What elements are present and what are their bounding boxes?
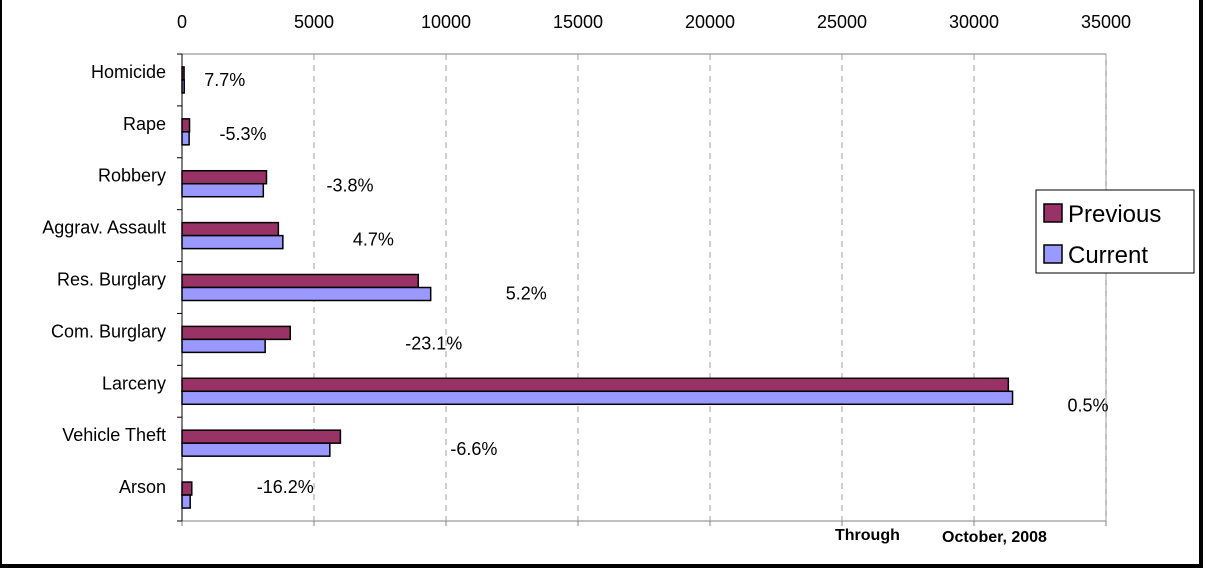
bar-current — [181, 442, 331, 457]
category-label: Homicide — [91, 62, 166, 82]
change-labels: 7.7% -5.3% -3.8% 4.7% 5.2% -23.1% 0.5% -6.6% -16… — [204, 70, 1108, 497]
bar-previous — [181, 325, 291, 341]
legend-label-current: Current — [1068, 242, 1148, 269]
x-axis-tick-labels: 0 5000 10000 15000 20000 25000 30000 35000 — [177, 12, 1131, 32]
bar-previous — [181, 169, 268, 185]
legend-swatch-previous — [1043, 203, 1063, 223]
legend: Previous Current — [1035, 189, 1195, 274]
x-tick-label: 0 — [177, 12, 187, 32]
bar-current — [181, 131, 190, 146]
legend-label-previous: Previous — [1068, 201, 1161, 228]
gridlines — [177, 53, 1107, 526]
change-label: -23.1% — [405, 333, 462, 353]
change-label: 5.2% — [506, 284, 547, 304]
bar-previous — [181, 481, 193, 496]
change-label: -5.3% — [220, 124, 267, 144]
change-label: 4.7% — [353, 230, 394, 250]
change-label: -16.2% — [257, 477, 314, 497]
change-label: 7.7% — [204, 70, 245, 90]
category-label: Res. Burglary — [57, 270, 166, 290]
x-tick-label: 10000 — [421, 12, 471, 32]
x-tick-label: 15000 — [553, 12, 603, 32]
x-tick-label: 30000 — [949, 12, 999, 32]
category-label: Rape — [123, 114, 166, 134]
bar-current — [181, 234, 284, 250]
change-label: -3.8% — [326, 176, 373, 196]
category-label: Arson — [119, 477, 166, 497]
change-label: -6.6% — [450, 439, 497, 459]
bar-current — [181, 390, 1014, 406]
annotation-date: October, 2008 — [942, 529, 1047, 546]
category-label: Vehicle Theft — [62, 425, 166, 445]
x-tick-label: 35000 — [1081, 12, 1131, 32]
category-label: Robbery — [98, 166, 166, 186]
bar-current — [181, 338, 266, 354]
category-labels: Homicide Rape Robbery Aggrav. Assault Res. B… — [42, 62, 166, 497]
x-tick-label: 20000 — [685, 12, 735, 32]
bars — [181, 66, 1014, 509]
legend-swatch-current — [1043, 244, 1063, 264]
bar-previous — [181, 273, 420, 289]
annotation-through: Through — [835, 527, 900, 544]
bar-previous — [181, 429, 342, 444]
bar-previous — [181, 221, 280, 237]
bar-previous — [181, 118, 191, 133]
bar-current — [181, 494, 191, 509]
category-label: Com. Burglary — [51, 321, 166, 341]
x-tick-label: 25000 — [817, 12, 867, 32]
bar-current — [181, 182, 265, 198]
bar-previous — [181, 377, 1010, 393]
change-label: 0.5% — [1068, 395, 1109, 415]
category-label: Aggrav. Assault — [42, 218, 166, 238]
x-tick-label: 5000 — [294, 12, 334, 32]
bar-current — [181, 286, 432, 302]
category-label: Larceny — [102, 373, 166, 393]
